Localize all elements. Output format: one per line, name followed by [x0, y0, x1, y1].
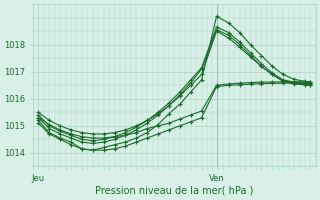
X-axis label: Pression niveau de la mer( hPa ): Pression niveau de la mer( hPa ) — [95, 186, 253, 196]
